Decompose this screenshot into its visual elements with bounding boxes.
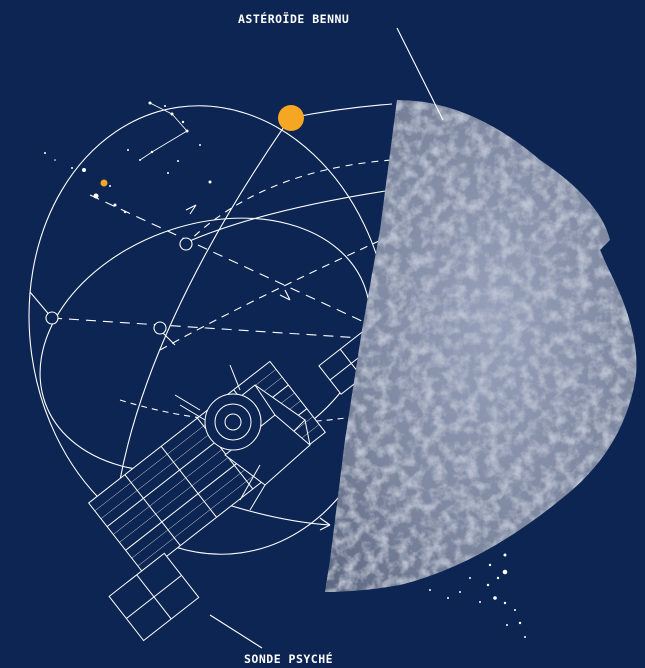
solar-panel-lower xyxy=(108,552,200,642)
probe-leader-line xyxy=(209,614,263,649)
solar-panel-left xyxy=(87,360,327,575)
planet-dot xyxy=(100,179,108,187)
spacecraft-bus xyxy=(174,364,311,511)
sun-icon xyxy=(278,105,304,131)
star-field xyxy=(44,101,526,638)
asteroid-leader-line xyxy=(396,27,444,121)
probe-label: SONDE PSYCHÉ xyxy=(244,652,334,666)
asteroid-label: ASTÉROÏDE BENNU xyxy=(238,12,350,26)
asteroid-bennu xyxy=(325,100,637,592)
spacecraft xyxy=(87,315,405,642)
constellation xyxy=(139,102,188,161)
